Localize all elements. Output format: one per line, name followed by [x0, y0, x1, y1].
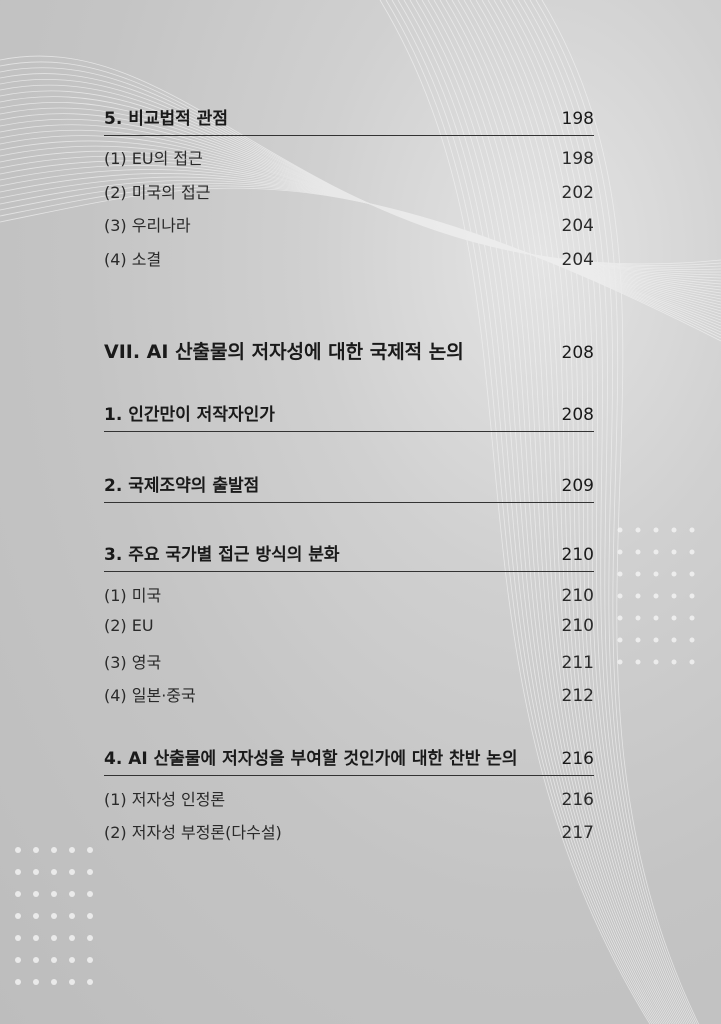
toc-entry[interactable]: (3) 영국 211: [104, 649, 594, 673]
toc-entry[interactable]: (2) 저자성 부정론(다수설) 217: [104, 819, 594, 843]
toc-page-number: 208: [561, 405, 594, 425]
toc-entry[interactable]: VII. AI 산출물의 저자성에 대한 국제적 논의 208: [104, 337, 594, 364]
toc-title: 2. 국제조약의 출발점: [104, 476, 260, 496]
toc-entry[interactable]: (2) 미국의 접근 202: [104, 179, 594, 203]
toc-entry[interactable]: 5. 비교법적 관점 198: [104, 104, 594, 136]
toc-entry[interactable]: (3) 우리나라 204: [104, 212, 594, 236]
toc-page-number: 204: [561, 216, 594, 236]
toc-page-number: 198: [561, 109, 594, 129]
toc-page-number: 209: [561, 476, 594, 496]
toc-entry[interactable]: (4) 소결 204: [104, 246, 594, 270]
toc-page-number: 212: [561, 686, 594, 706]
toc-title: (1) EU의 접근: [104, 149, 203, 168]
toc-title: 5. 비교법적 관점: [104, 109, 228, 129]
toc-title: 3. 주요 국가별 접근 방식의 분화: [104, 545, 340, 565]
toc-title: (3) 우리나라: [104, 216, 191, 235]
toc-page-number: 217: [561, 823, 594, 843]
toc-title: (2) 미국의 접근: [104, 183, 211, 202]
toc-title: 4. AI 산출물에 저자성을 부여할 것인가에 대한 찬반 논의: [104, 749, 518, 769]
toc-title: (4) 일본·중국: [104, 686, 196, 705]
toc-page-number: 210: [561, 616, 594, 636]
toc-title: 1. 인간만이 저작자인가: [104, 405, 275, 425]
toc-title: (2) 저자성 부정론(다수설): [104, 823, 282, 842]
toc-entry[interactable]: (1) EU의 접근 198: [104, 145, 594, 169]
toc-entry[interactable]: (1) 저자성 인정론 216: [104, 786, 594, 810]
toc-entry[interactable]: (4) 일본·중국 212: [104, 682, 594, 706]
toc-entry[interactable]: 1. 인간만이 저작자인가 208: [104, 400, 594, 432]
toc-title: VII. AI 산출물의 저자성에 대한 국제적 논의: [104, 341, 464, 363]
toc-page-number: 204: [561, 250, 594, 270]
toc-page-number: 210: [561, 586, 594, 606]
toc-page-number: 208: [561, 343, 594, 363]
toc-entry[interactable]: (2) EU 210: [104, 616, 594, 636]
toc-page-number: 202: [561, 183, 594, 203]
toc-entry[interactable]: 4. AI 산출물에 저자성을 부여할 것인가에 대한 찬반 논의 216: [104, 744, 594, 776]
toc-entry[interactable]: 3. 주요 국가별 접근 방식의 분화 210: [104, 540, 594, 572]
toc-page-number: 198: [561, 149, 594, 169]
toc-page-number: 216: [561, 790, 594, 810]
toc-page-number: 210: [561, 545, 594, 565]
toc-page-number: 211: [561, 653, 594, 673]
toc-title: (1) 저자성 인정론: [104, 790, 226, 809]
toc-page-number: 216: [561, 749, 594, 769]
toc-title: (4) 소결: [104, 250, 162, 269]
toc-title: (2) EU: [104, 616, 154, 635]
toc-title: (1) 미국: [104, 586, 162, 605]
toc-title: (3) 영국: [104, 653, 162, 672]
toc-entry[interactable]: 2. 국제조약의 출발점 209: [104, 471, 594, 503]
toc-entry[interactable]: (1) 미국 210: [104, 582, 594, 606]
